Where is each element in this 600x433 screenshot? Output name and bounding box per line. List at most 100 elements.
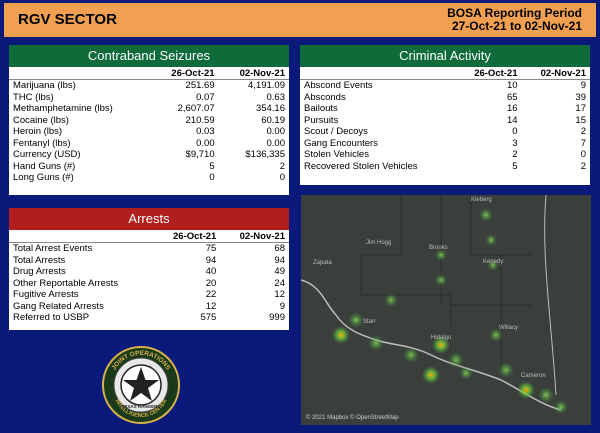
table-row: Pursuits 14 15: [300, 115, 590, 127]
row-value-2: 68: [274, 243, 285, 254]
row-value-2: 0: [580, 149, 586, 160]
table-row: Currency (USD) $9,710 $136,335: [9, 149, 289, 161]
row-value-2: 999: [269, 312, 285, 323]
row-value-1: 2: [512, 149, 518, 160]
row-value-1: 0.03: [196, 126, 215, 137]
row-label: Absconds: [304, 91, 346, 103]
row-value-2: 15: [575, 114, 586, 126]
table-row: Hand Guns (#) 5 2: [9, 161, 289, 173]
table-row: Other Reportable Arrests 20 24: [9, 278, 289, 290]
row-value-1: 0: [209, 172, 215, 183]
criminal-title: Criminal Activity: [300, 45, 590, 67]
table-row: Abscond Events 10 9: [300, 80, 590, 92]
row-value-1: 5: [209, 160, 215, 172]
row-value-1: 0.00: [196, 137, 215, 149]
table-row: Fugitive Arrests 22 12: [9, 289, 289, 301]
arrests-title: Arrests: [9, 208, 289, 230]
table-row: Total Arrest Events 75 68: [9, 243, 289, 255]
row-value-2: 49: [274, 266, 285, 277]
map-label-jim-hogg: Jim Hogg: [366, 240, 392, 246]
table-row: Scout / Decoys 0 2: [300, 126, 590, 138]
table-row: Cocaine (lbs) 210.59 60.19: [9, 115, 289, 127]
row-label: Pursuits: [304, 114, 339, 126]
heat-spots: [332, 208, 568, 414]
contraband-panel: Contraband Seizures 26-Oct-21 02-Nov-21 …: [9, 45, 289, 195]
row-value-2: 9: [580, 80, 586, 91]
row-value-2: 9: [279, 300, 285, 312]
row-label: Gang Encounters: [304, 137, 378, 149]
row-value-2: 354.16: [255, 103, 285, 114]
reporting-period: BOSA Reporting Period 27-Oct-21 to 02-No…: [447, 7, 582, 33]
row-value-2: 2: [580, 160, 586, 172]
row-label: Abscond Events: [304, 80, 373, 91]
row-label: Methamphetamine (lbs): [13, 103, 113, 114]
row-value-2: 2: [279, 160, 285, 172]
criminal-panel: Criminal Activity 26-Oct-21 02-Nov-21 Ab…: [300, 45, 590, 185]
criminal-col2: 02-Nov-21: [540, 67, 586, 79]
row-value-1: $9,710: [185, 149, 215, 160]
row-value-1: 12: [205, 300, 217, 312]
row-label: Total Arrests: [13, 254, 66, 266]
map-label-kenedy: Kenedy: [483, 259, 504, 265]
table-row: Marijuana (lbs) 251.69 4,191.09: [9, 80, 289, 92]
row-value-1: 575: [200, 312, 217, 323]
table-row: Methamphetamine (lbs) 2,607.07 354.16: [9, 103, 289, 115]
sector-title: RGV SECTOR: [18, 11, 117, 28]
border-river: [301, 279, 562, 411]
row-value-2: 60.19: [261, 114, 285, 126]
row-label: Gang Related Arrests: [13, 300, 104, 312]
row-value-2: 24: [274, 277, 285, 289]
row-value-2: $136,335: [245, 149, 285, 160]
row-label: Total Arrest Events: [13, 243, 93, 254]
row-label: Heroin (lbs): [13, 126, 63, 137]
row-value-2: 94: [274, 254, 285, 266]
row-label: Fentanyl (lbs): [13, 137, 71, 149]
table-row: Bailouts 16 17: [300, 103, 590, 115]
contraband-title: Contraband Seizures: [9, 45, 289, 67]
row-label: Bailouts: [304, 103, 338, 114]
row-value-1: 22: [205, 289, 217, 300]
heatmap[interactable]: Kleberg Brooks Kenedy Jim Hogg Zapata St…: [301, 195, 591, 425]
row-value-1: 3: [512, 137, 518, 149]
map-label-brooks: Brooks: [429, 245, 448, 251]
row-label: Fugitive Arrests: [13, 289, 79, 300]
heatmap-graphic: [301, 195, 568, 414]
row-value-1: 10: [506, 80, 518, 91]
table-row: Total Arrests 94 94: [9, 255, 289, 267]
map-label-kleberg: Kleberg: [471, 197, 492, 203]
row-label: Recovered Stolen Vehicles: [304, 160, 418, 172]
row-value-2: 12: [274, 289, 285, 300]
reporting-period-label: BOSA Reporting Period: [447, 6, 582, 20]
arrests-col1: 26-Oct-21: [173, 230, 217, 242]
row-label: Stolen Vehicles: [304, 149, 369, 160]
row-value-1: 0: [512, 126, 518, 137]
table-row: Long Guns (#) 0 0: [9, 172, 289, 184]
row-label: Hand Guns (#): [13, 160, 76, 172]
map-label-willacy: Willacy: [499, 325, 518, 331]
table-row: Absconds 65 39: [300, 92, 590, 104]
row-value-2: 7: [580, 137, 586, 149]
row-value-1: 16: [506, 103, 518, 114]
row-label: Drug Arrests: [13, 266, 66, 277]
contraband-col1: 26-Oct-21: [171, 67, 215, 79]
row-value-1: 251.69: [185, 80, 215, 91]
row-value-2: 17: [575, 103, 586, 114]
row-value-1: 20: [205, 277, 217, 289]
row-value-1: 14: [506, 114, 518, 126]
map-label-cameron: Cameron: [521, 373, 546, 379]
table-row: Referred to USBP 575 999: [9, 312, 289, 324]
header-bar: RGV SECTOR BOSA Reporting Period 27-Oct-…: [4, 3, 596, 37]
map-copyright: © 2021 Mapbox © OpenStreetMap: [306, 415, 399, 421]
row-value-1: 40: [205, 266, 217, 277]
joic-logo: JOINT OPERATIONS INTELLIGENCE CENTER TEX…: [101, 345, 181, 425]
row-label: THC (lbs): [13, 91, 54, 103]
row-value-2: 39: [575, 91, 586, 103]
row-value-2: 0.00: [266, 126, 286, 137]
row-label: Currency (USD): [13, 149, 81, 160]
map-label-hidalgo: Hidalgo: [431, 335, 452, 341]
row-value-1: 65: [506, 91, 518, 103]
row-value-1: 5: [512, 160, 518, 172]
arrests-table: 26-Oct-21 02-Nov-21 Total Arrest Events 7…: [9, 230, 289, 324]
arrests-col2: 02-Nov-21: [239, 230, 285, 242]
row-value-2: 4,191.09: [248, 80, 285, 91]
